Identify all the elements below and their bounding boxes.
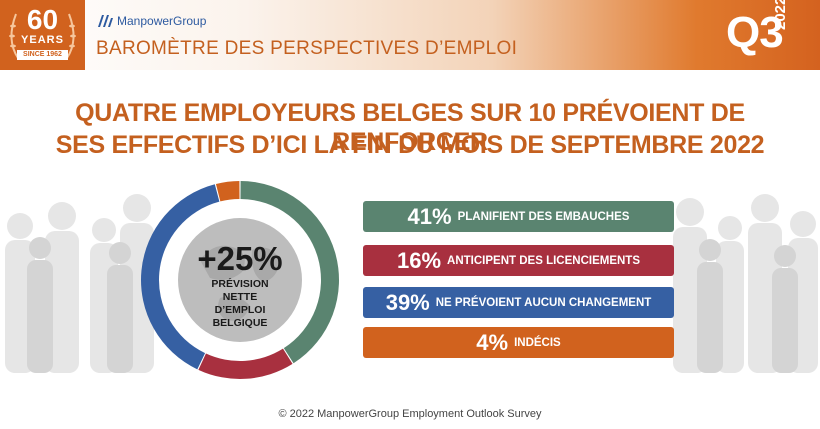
donut-slice-no-change: [141, 184, 220, 370]
donut-slice-hiring: [240, 181, 339, 364]
legend-value: 16%: [396, 247, 442, 273]
legend-bar-no-change: 39% NE PRÉVOIENT AUCUN CHANGEMENT: [363, 287, 674, 318]
legend-label: ANTICIPENT DES LICENCIEMENTS: [447, 254, 640, 267]
donut-slice-layoffs: [198, 348, 293, 379]
legend-value: 39%: [385, 289, 430, 315]
donut-chart: [141, 181, 339, 379]
anniversary-badge: 60 YEARS SINCE 1962: [0, 0, 85, 70]
legend-label: NE PRÉVOIENT AUCUN CHANGEMENT: [435, 296, 652, 309]
logo-text: ManpowerGroup: [117, 14, 207, 28]
legend-label: INDÉCIS: [514, 336, 561, 349]
legend-bar-hiring: 41% PLANIFIENT DES EMBAUCHES: [363, 201, 674, 232]
legend-value: 4%: [476, 329, 509, 355]
crowd-silhouette-icon: [5, 194, 818, 373]
legend-bar-layoffs: 16% ANTICIPENT DES LICENCIEMENTS: [363, 245, 674, 276]
net-outlook-label-2: NETTE: [222, 291, 258, 303]
badge-word: YEARS: [21, 34, 64, 46]
legend-label: PLANIFIENT DES EMBAUCHES: [457, 210, 630, 223]
manpowergroup-logo-icon: [98, 15, 113, 27]
year-label: 2022: [772, 0, 789, 30]
donut-slice-undecided: [215, 181, 240, 202]
legend-value: 41%: [407, 203, 452, 229]
header-band: [0, 0, 820, 70]
quarter-label: Q3: [726, 8, 784, 57]
badge-number: 60: [26, 4, 59, 35]
legend-bar-undecided: 4% INDÉCIS: [363, 327, 674, 358]
headline-line-2: SES EFFECTIFS D’ICI LA FIN DU MOIS DE SE…: [55, 131, 765, 159]
copyright-footer: © 2022 ManpowerGroup Employment Outlook …: [278, 408, 542, 420]
net-outlook-value: +25%: [197, 240, 283, 277]
laurel-icon: [9, 13, 76, 60]
net-outlook-label-4: BELGIQUE: [212, 317, 268, 329]
net-outlook-label-1: PRÉVISION: [211, 278, 269, 290]
headline-line-1: QUATRE EMPLOYEURS BELGES SUR 10 PRÉVOIEN…: [75, 99, 745, 156]
net-outlook-label-3: D’EMPLOI: [214, 304, 266, 316]
badge-since: SINCE 1962: [23, 51, 62, 58]
page-subtitle: BAROMÈTRE DES PERSPECTIVES D’EMPLOI: [96, 38, 518, 59]
globe-icon: [178, 218, 302, 342]
